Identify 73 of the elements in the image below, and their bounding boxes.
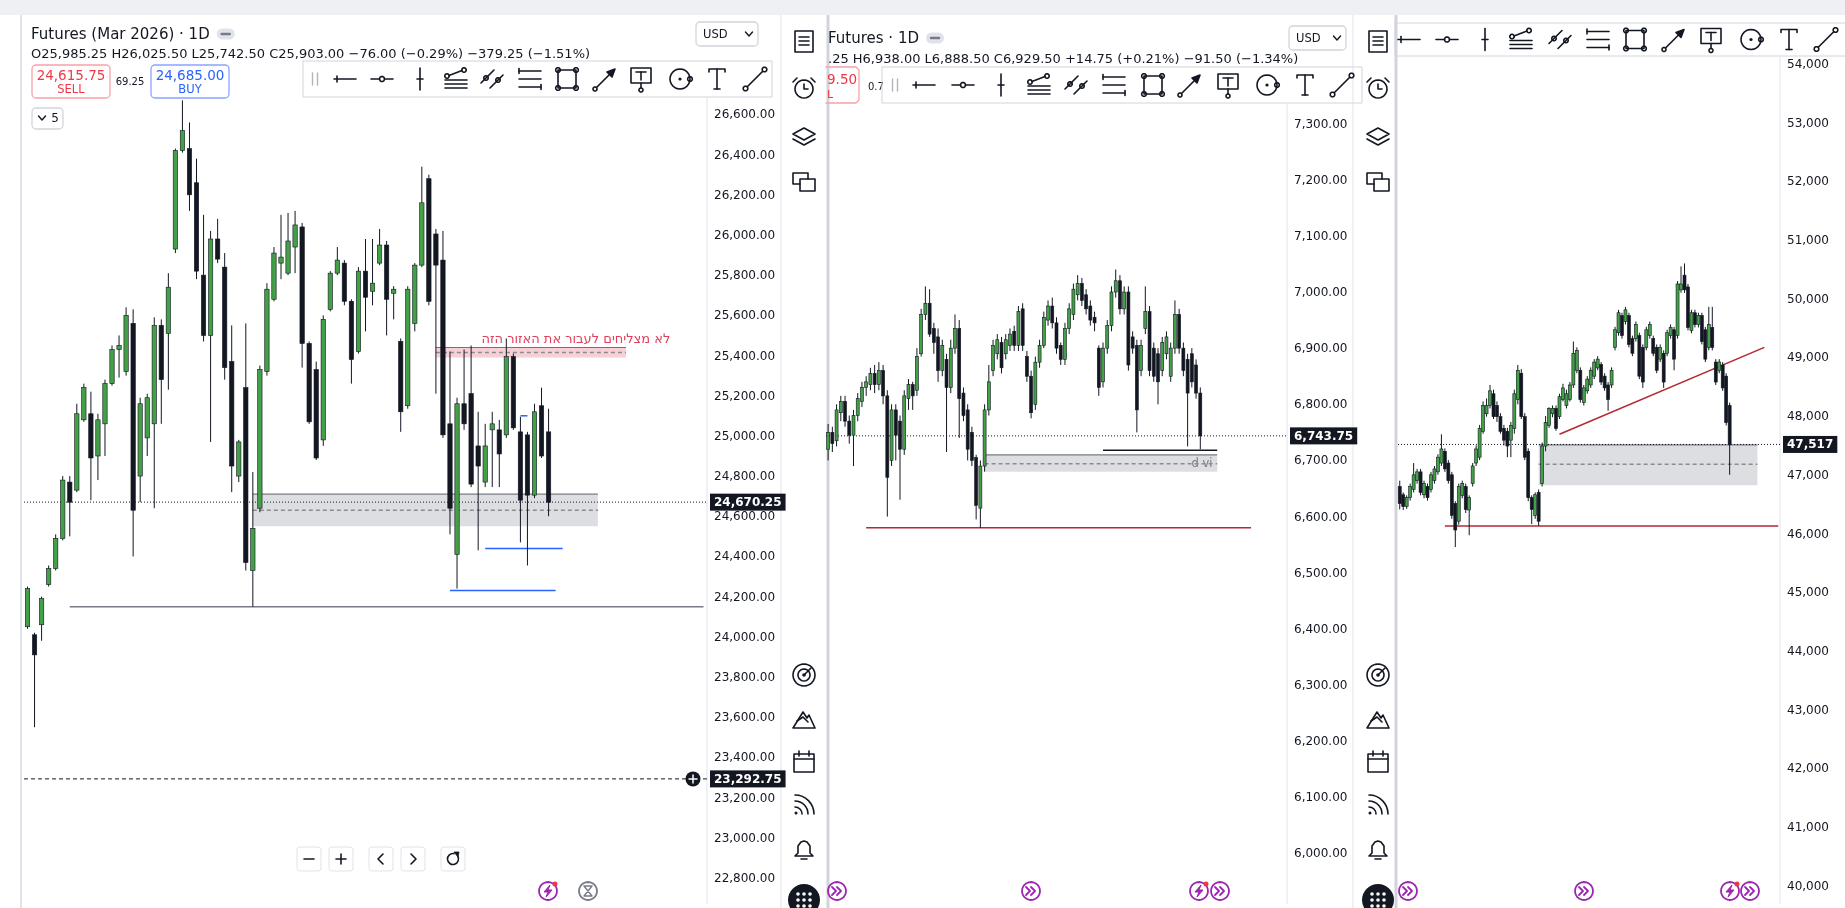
ref-line-label: 24,670.25	[710, 493, 786, 511]
y-tick-label: 25,400.00	[714, 348, 776, 363]
y-tick-label: 22,800.00	[714, 870, 776, 885]
y-tick-label: 41,000	[1787, 820, 1829, 835]
y-tick-label: 24,800.00	[714, 469, 776, 484]
y-tick-label: 25,600.00	[714, 308, 776, 323]
annotation: 5	[51, 111, 59, 125]
y-tick-label: 23,400.00	[714, 750, 776, 765]
y-tick-label: 7,300.00	[1294, 116, 1348, 131]
annotation: L	[827, 87, 834, 101]
title: Futures (Mar 2026) · 1D	[31, 25, 210, 43]
y-tick-label: 7,000.00	[1294, 285, 1348, 299]
y-tick-label: 6,400.00	[1294, 621, 1348, 636]
y-tick-label: 6,500.00	[1294, 565, 1348, 580]
ref-line-label: 23,292.75	[710, 770, 786, 788]
y-tick-label: 47,000	[1787, 467, 1829, 482]
ref-line-label: 47,517	[1783, 435, 1838, 453]
y-tick-label: 26,200.00	[714, 187, 776, 202]
y-tick-label: 46,000	[1787, 526, 1829, 541]
y-tick-label: 25,000.00	[714, 428, 776, 443]
y-tick-label: 42,000	[1787, 761, 1829, 776]
annotation: 69.25	[115, 75, 145, 87]
y-tick-label: 6,900.00	[1294, 341, 1348, 356]
subtitle: O25,985.25 H26,025.50 L25,742.50 C25,903.00 −76.00 (−0.29%) −379.25 (−1.51%)	[31, 45, 591, 61]
y-tick-label: 6,200.00	[1294, 734, 1348, 749]
y-tick-label: 45,000	[1787, 585, 1829, 600]
annotation: 0.7	[868, 80, 884, 92]
y-tick-label: 24,000.00	[714, 629, 776, 644]
y-tick-label: 25,800.00	[714, 268, 776, 283]
y-tick-label: 23,200.00	[714, 790, 776, 805]
y-tick-label: 24,400.00	[714, 549, 776, 564]
y-tick-label: 6,600.00	[1294, 509, 1348, 524]
y-tick-label: 23,000.00	[714, 830, 776, 845]
y-tick-label: 24,600.00	[714, 509, 776, 524]
annotation: SELL	[57, 82, 85, 96]
y-tick-label: 6,300.00	[1294, 678, 1348, 693]
y-tick-label: 6,100.00	[1294, 790, 1348, 805]
y-tick-label: 25,200.00	[714, 388, 776, 403]
y-tick-label: 7,200.00	[1294, 172, 1348, 187]
y-tick-label: 23,800.00	[714, 670, 776, 684]
y-tick-label: 52,000	[1787, 174, 1829, 189]
y-tick-label: 26,400.00	[714, 147, 776, 162]
y-tick-label: 6,000.00	[1294, 846, 1348, 861]
y-tick-label: 23,600.00	[714, 710, 776, 725]
annotation: USD	[1296, 31, 1321, 45]
y-tick-label: 43,000	[1787, 702, 1829, 717]
annotation: 24,615.75	[36, 67, 106, 83]
series-label: לא מצליחים לעבור את האזור הזה	[481, 331, 671, 346]
ref-line-label: 23,292.75	[714, 771, 782, 786]
annotation: USD	[703, 27, 728, 41]
ref-line-label: 47,517	[1787, 437, 1834, 452]
y-tick-label: 6,800.00	[1294, 397, 1348, 412]
y-tick-label: 51,000	[1787, 232, 1829, 247]
annotation: 24,685.00	[155, 67, 225, 83]
y-tick-label: 26,600.00	[714, 107, 776, 122]
annotation: BUY	[178, 82, 202, 96]
y-tick-label: 48,000	[1787, 409, 1829, 424]
y-tick-label: 44,000	[1787, 643, 1829, 658]
ref-line-label: 24,670.25	[714, 495, 782, 510]
y-tick-label: 53,000	[1787, 115, 1829, 130]
y-tick-label: 24,200.00	[714, 589, 776, 604]
y-tick-label: 26,000.00	[714, 228, 776, 242]
y-tick-label: 6,700.00	[1294, 453, 1348, 468]
title: Futures · 1D	[828, 29, 919, 47]
ref-line-label: 6,743.75	[1294, 428, 1354, 443]
y-tick-label: 54,000	[1787, 56, 1829, 71]
y-tick-label: 50,000	[1787, 291, 1829, 306]
y-tick-label: 49,000	[1787, 350, 1829, 365]
annotation: 9.50	[827, 71, 858, 87]
y-tick-label: 40,000	[1787, 878, 1829, 893]
ref-line-label: 6,743.75	[1290, 427, 1358, 445]
subtitle: .25 H6,938.00 L6,888.50 C6,929.50 +14.75 (+0.21%) −91.50 (−1.34%)	[828, 50, 1299, 66]
y-tick-label: 7,100.00	[1294, 228, 1348, 243]
